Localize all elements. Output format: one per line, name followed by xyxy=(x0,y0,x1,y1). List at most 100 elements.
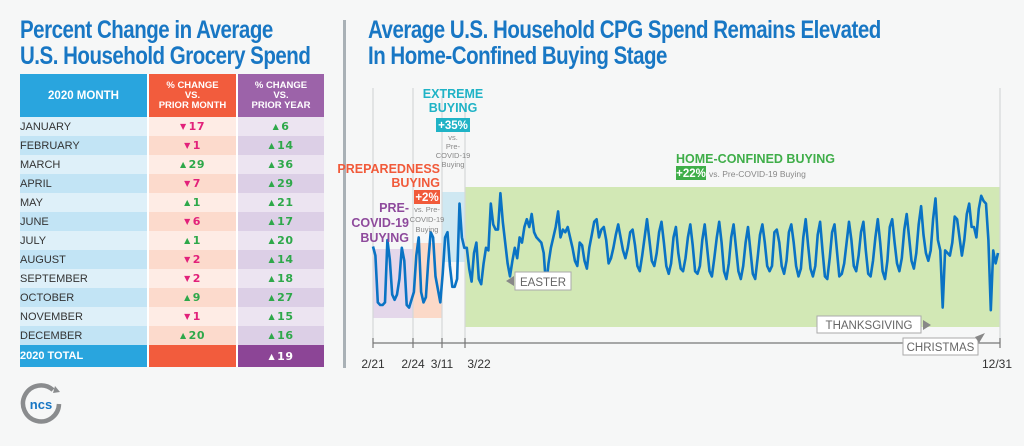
badge-preparedness xyxy=(414,190,440,204)
badge-text-extreme: +35% xyxy=(438,120,468,132)
stage-note-extreme: Buying xyxy=(442,160,465,169)
x-tick-label: 2/21 xyxy=(361,357,385,371)
prior-year-cell: ▲ 17 xyxy=(237,212,324,231)
prior-month-cell: ▼ 17 xyxy=(148,117,238,136)
prior-month-cell: ▼ 1 xyxy=(148,136,238,155)
change-value: 16 xyxy=(277,329,294,342)
holiday-annotations: EASTER THANKSGIVING CHRISTMAS xyxy=(506,271,985,356)
table-row: NOVEMBER ▼ 1 ▲ 15 xyxy=(20,307,324,326)
up-arrow-icon: ▲ xyxy=(180,160,187,169)
change-value: 18 xyxy=(277,272,294,285)
up-arrow-icon: ▲ xyxy=(184,236,191,245)
pointer-left-icon xyxy=(506,276,514,286)
pointer-right-icon xyxy=(923,320,931,330)
down-arrow-icon: ▼ xyxy=(184,312,191,321)
stage-label-pre-covid: PRE- xyxy=(379,201,409,215)
stage-note-home-confined: vs. Pre-COVID-19 Buying xyxy=(709,169,806,179)
month-cell: DECEMBER xyxy=(20,326,149,345)
prior-month-cell: ▼ 1 xyxy=(148,307,238,326)
x-axis: 2/21 2/24 3/11 3/22 12/31 xyxy=(361,338,1012,371)
change-value: 9 xyxy=(192,291,201,304)
up-arrow-icon: ▲ xyxy=(268,141,276,150)
prior-year-cell: ▲ 15 xyxy=(237,307,324,326)
change-value: 15 xyxy=(277,310,294,323)
up-arrow-icon: ▲ xyxy=(184,293,191,302)
change-value: 7 xyxy=(192,177,201,190)
logo-text: ncs xyxy=(30,397,52,412)
header-prior-year-line: PRIOR YEAR xyxy=(251,99,311,111)
up-arrow-icon: ▲ xyxy=(268,351,276,361)
stage-label-preparedness: BUYING xyxy=(391,176,440,190)
change-value: 19 xyxy=(277,349,294,363)
stage-label-pre-covid: COVID-19 xyxy=(351,216,409,230)
change-value: 6 xyxy=(192,215,201,228)
stage-label-extreme: EXTREME xyxy=(423,87,483,101)
ncs-circle-logo-icon xyxy=(20,383,62,424)
up-arrow-icon: ▲ xyxy=(272,122,280,131)
prior-month-cell: ▼ 2 xyxy=(148,269,238,288)
prior-year-cell: ▲ 18 xyxy=(237,269,324,288)
table-row: MARCH ▲ 29 ▲ 36 xyxy=(20,155,324,174)
change-value: 29 xyxy=(277,177,294,190)
thanksgiving-annotation-label: THANKSGIVING xyxy=(826,320,913,332)
change-value: 17 xyxy=(277,215,294,228)
stage-note-extreme: Pre- xyxy=(446,142,461,151)
header-prior-month: % CHANGE VS. PRIOR MONTH xyxy=(148,74,238,117)
header-prior-year-line: % CHANGE xyxy=(254,79,308,91)
table-row: AUGUST ▼ 2 ▲ 14 xyxy=(20,250,324,269)
month-cell: MARCH xyxy=(20,155,149,174)
x-tick-label: 3/22 xyxy=(467,357,491,371)
table-row: MAY ▲ 1 ▲ 21 xyxy=(20,193,324,212)
change-value: 17 xyxy=(188,120,205,133)
down-arrow-icon: ▼ xyxy=(184,141,191,150)
table-row: JULY ▲ 1 ▲ 20 xyxy=(20,231,324,250)
grocery-spend-table: 2020 MONTH % CHANGE VS. PRIOR MONTH % CH… xyxy=(20,74,324,367)
stage-gridlines xyxy=(372,88,1001,343)
total-prior-year-cell: ▲ 19 xyxy=(237,345,324,367)
month-cell: OCTOBER xyxy=(20,288,149,307)
change-value: 2 xyxy=(192,272,201,285)
table-body: JANUARY ▼ 17 ▲ 6 FEBRUARY ▼ 1 ▲ 14 MARCH ▲ 29 ▲ 36 APRI… xyxy=(20,117,324,367)
up-arrow-icon: ▲ xyxy=(268,255,276,264)
change-value: 14 xyxy=(277,139,294,152)
prior-year-cell: ▲ 29 xyxy=(237,174,324,193)
down-arrow-icon: ▼ xyxy=(180,122,187,131)
x-tick-label: 12/31 xyxy=(982,357,1012,371)
badge-home-confined xyxy=(676,166,706,180)
change-value: 2 xyxy=(192,253,201,266)
prior-month-cell: ▲ 1 xyxy=(148,193,238,212)
month-cell: SEPTEMBER xyxy=(20,269,149,288)
table-title-line-1: Percent Change in Average xyxy=(20,16,273,44)
up-arrow-icon: ▲ xyxy=(268,236,276,245)
spend-line xyxy=(371,191,1000,312)
change-value: 1 xyxy=(192,234,201,247)
total-row: 2020 TOTAL ▲ 19 xyxy=(20,345,324,367)
prior-year-cell: ▲ 20 xyxy=(237,231,324,250)
stage-note-preparedness: Buying xyxy=(416,225,439,234)
total-label: 2020 TOTAL xyxy=(20,345,149,367)
month-cell: MAY xyxy=(20,193,149,212)
prior-year-cell: ▲ 6 xyxy=(237,117,324,136)
table-header-row: 2020 MONTH % CHANGE VS. PRIOR MONTH % CH… xyxy=(20,74,324,117)
change-value: 1 xyxy=(192,310,201,323)
panel-divider xyxy=(343,20,346,368)
down-arrow-icon: ▼ xyxy=(184,217,191,226)
prior-year-cell: ▲ 36 xyxy=(237,155,324,174)
chart-title: Average U.S. Household CPG Spend Remains… xyxy=(368,17,991,69)
ncs-logo: ncs xyxy=(20,383,62,424)
up-arrow-icon: ▲ xyxy=(184,198,191,207)
table-row: JANUARY ▼ 17 ▲ 6 xyxy=(20,117,324,136)
month-cell: APRIL xyxy=(20,174,149,193)
badge-text-preparedness: +2% xyxy=(415,192,438,204)
month-cell: FEBRUARY xyxy=(20,136,149,155)
change-value: 20 xyxy=(277,234,294,247)
easter-annotation-box xyxy=(514,271,572,291)
prior-year-cell: ▲ 27 xyxy=(237,288,324,307)
prior-month-cell: ▼ 6 xyxy=(148,212,238,231)
month-cell: JANUARY xyxy=(20,117,149,136)
table-row: JUNE ▼ 6 ▲ 17 xyxy=(20,212,324,231)
change-value: 14 xyxy=(277,253,294,266)
table-title: Percent Change in Average U.S. Household… xyxy=(20,17,332,69)
change-value: 1 xyxy=(192,196,201,209)
logo-arrow-icon xyxy=(53,386,60,393)
